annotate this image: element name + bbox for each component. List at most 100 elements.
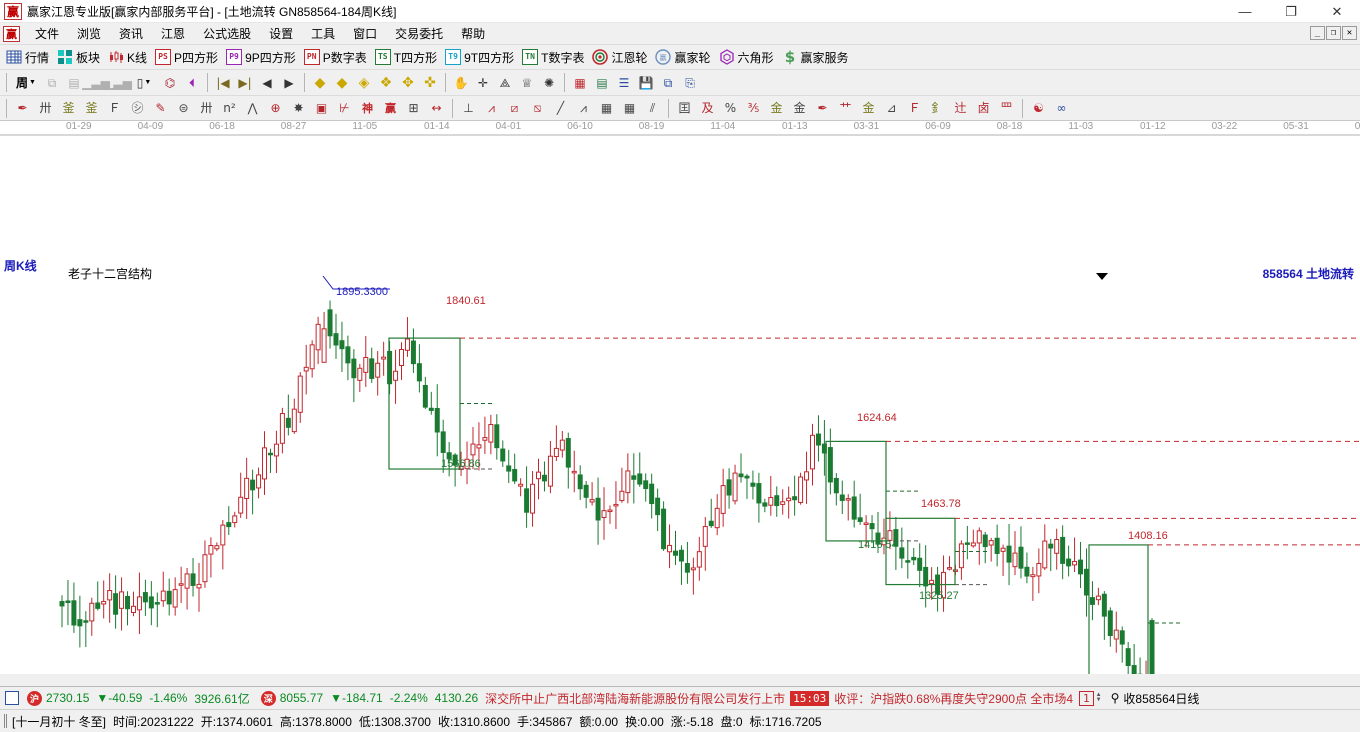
news-headline-1[interactable]: 深交所中止广西北部湾陆海新能源股份有限公司发行上市 xyxy=(485,691,786,706)
news-page-badge[interactable]: 1 xyxy=(1079,690,1094,706)
zoom-diamond-6-button[interactable]: ✜ xyxy=(419,72,441,94)
marker-pen-tool[interactable]: ✎ xyxy=(149,98,172,119)
percent-line-tool[interactable]: ⅗ xyxy=(742,98,765,119)
toolbar-button-ts-square[interactable]: TS T四方形 xyxy=(372,48,442,67)
parallel-lines-tool[interactable]: ⫽ xyxy=(641,98,664,119)
crosshair-button[interactable]: ✛ xyxy=(472,72,494,94)
toolbar-button-sector-blocks[interactable]: 板块 xyxy=(54,48,105,67)
toolbar-button-grid-quote[interactable]: 行情 xyxy=(3,48,54,67)
trendline-tool[interactable]: ╱ xyxy=(549,98,572,119)
cross-level-tool[interactable]: 艹 xyxy=(834,98,857,119)
menu-browse[interactable]: 浏览 xyxy=(77,27,102,41)
menu-file[interactable]: 文件 xyxy=(35,27,60,41)
first-page-button[interactable]: |◀ xyxy=(212,72,234,94)
grid-mesh-2-tool[interactable]: ▦ xyxy=(618,98,641,119)
toolbar-button-tn-number-table[interactable]: TN T数字表 xyxy=(519,48,589,67)
copy-button[interactable]: ⧉ xyxy=(657,72,679,94)
market-grid-icon[interactable] xyxy=(5,691,19,705)
arch-tool[interactable]: 卤 xyxy=(972,98,995,119)
close-icon[interactable]: ✕ xyxy=(1331,3,1343,19)
mdi-restore-icon[interactable]: ❐ xyxy=(1326,26,1341,40)
fibonacci-tool[interactable]: Ｆ xyxy=(103,98,126,119)
save-button[interactable]: 💾 xyxy=(635,72,657,94)
zoom-diamond-5-button[interactable]: ✥ xyxy=(397,72,419,94)
toolbar-button-kline[interactable]: K线 xyxy=(105,48,152,67)
menu-formula-stock-pick[interactable]: 公式选股 xyxy=(203,27,252,41)
news-headline-2[interactable]: 收评：沪指跌0.68%再度失守2900点 全市场4 xyxy=(834,691,1074,706)
tick-mark-tool[interactable]: ⊬ xyxy=(333,98,356,119)
hand-pan-button[interactable]: ✋ xyxy=(450,72,472,94)
pen-color-tool[interactable]: ✒ xyxy=(811,98,834,119)
shen-tool[interactable]: 神 xyxy=(356,98,379,119)
minimize-icon[interactable]: — xyxy=(1238,4,1252,19)
text-label-tool[interactable]: 囯 xyxy=(673,98,696,119)
brain-analysis-button[interactable]: ✺ xyxy=(538,72,560,94)
menu-window[interactable]: 窗口 xyxy=(353,27,378,41)
mdi-close-icon[interactable]: ✕ xyxy=(1342,26,1357,40)
list-view-button[interactable]: ☰ xyxy=(613,72,635,94)
last-page-button[interactable]: ▶| xyxy=(234,72,256,94)
export-button[interactable]: ⎘ xyxy=(679,72,701,94)
toolbar-button-hexagon[interactable]: 六角形 xyxy=(716,48,779,67)
gold-bar-tool[interactable]: 金 xyxy=(788,98,811,119)
measure-button[interactable]: ⟁ xyxy=(494,72,516,94)
chevron-down-icon[interactable]: ▼ xyxy=(144,79,152,86)
chevron-down-icon[interactable] xyxy=(1096,273,1108,280)
comb-tool[interactable]: ⊞ xyxy=(402,98,425,119)
ying-tool[interactable]: 赢 xyxy=(379,98,402,119)
target-cross-tool[interactable]: ⊕ xyxy=(264,98,287,119)
gold-ratio-2-tool[interactable]: 釜 xyxy=(80,98,103,119)
angle-tool[interactable]: ⋀ xyxy=(241,98,264,119)
shaded-box-tool[interactable]: ⧅ xyxy=(526,98,549,119)
maximize-icon[interactable]: ❐ xyxy=(1285,3,1297,19)
news-page-stepper[interactable]: ▲ ▼ xyxy=(1095,692,1102,703)
gold-ratio-tool[interactable]: 釜 xyxy=(57,98,80,119)
spiral-tool[interactable]: ㋛ xyxy=(126,98,149,119)
ladder-tool[interactable]: 辻 xyxy=(949,98,972,119)
toolbar-button-t9-square[interactable]: T9 9T四方形 xyxy=(442,48,519,67)
toolbar-button-ps-square[interactable]: PS P四方形 xyxy=(152,48,223,67)
gann-fan-tool[interactable]: 卅 xyxy=(34,98,57,119)
chart-area[interactable]: 01-29 04-09 06-18 08-27 11-05 01-14 04-01 06-10… xyxy=(0,121,1360,732)
candle-style-button[interactable]: ▯ ▼ xyxy=(129,72,159,94)
pen-draw-tool[interactable]: ✒ xyxy=(11,98,34,119)
menu-settings[interactable]: 设置 xyxy=(269,27,294,41)
span-arrow-tool[interactable]: ↔ xyxy=(425,98,448,119)
four-line-tool[interactable]: 罒 xyxy=(995,98,1018,119)
toolbar-button-winner-wheel[interactable]: 赢赢家轮 xyxy=(652,48,715,67)
chevron-down-icon[interactable]: ▼ xyxy=(29,79,36,86)
table-view-button[interactable]: ▤ xyxy=(591,72,613,94)
percent-retrace-tool[interactable]: 及 xyxy=(696,98,719,119)
circle-cycle-tool[interactable]: ⊜ xyxy=(172,98,195,119)
zigzag-tool[interactable]: ⩘ xyxy=(572,98,595,119)
star-node-tool[interactable]: ✸ xyxy=(287,98,310,119)
crown-marker-button[interactable]: ♕ xyxy=(516,72,538,94)
pitchfork-tool[interactable]: ⊥ xyxy=(457,98,480,119)
pattern-recognize-button[interactable]: ⌬ xyxy=(159,72,181,94)
zoom-diamond-1-button[interactable]: ◆ xyxy=(309,72,331,94)
zoom-diamond-3-button[interactable]: ◈ xyxy=(353,72,375,94)
fan-lines-tool[interactable]: ⩘ xyxy=(480,98,503,119)
menu-help[interactable]: 帮助 xyxy=(461,27,486,41)
f-line-tool[interactable]: Ｆ xyxy=(903,98,926,119)
gold-section-tool[interactable]: 金 xyxy=(857,98,880,119)
zoom-diamond-2-button[interactable]: ◆ xyxy=(331,72,353,94)
period-week-button[interactable]: 周 ▼ xyxy=(11,72,41,94)
color-flag-button[interactable]: ⏴ xyxy=(181,72,203,94)
page-left-button[interactable]: ◀ xyxy=(256,72,278,94)
calendar-button[interactable]: ▦ xyxy=(569,72,591,94)
channel-box-tool[interactable]: ⧄ xyxy=(503,98,526,119)
angle-line-tool[interactable]: ⊿ xyxy=(880,98,903,119)
resize-handle[interactable] xyxy=(4,714,7,728)
grid-lines-tool[interactable]: 卅 xyxy=(195,98,218,119)
mdi-minimize-icon[interactable]: _ xyxy=(1310,26,1325,40)
gold-line-tool[interactable]: 釒 xyxy=(926,98,949,119)
page-right-button[interactable]: ▶ xyxy=(278,72,300,94)
menu-trade-order[interactable]: 交易委托 xyxy=(395,27,444,41)
menu-tools[interactable]: 工具 xyxy=(311,27,336,41)
menu-news[interactable]: 资讯 xyxy=(119,27,144,41)
grid-mesh-tool[interactable]: ▦ xyxy=(595,98,618,119)
toolbar-button-pn-number-table[interactable]: PN P数字表 xyxy=(301,48,372,67)
toolbar-button-gann-wheel[interactable]: 江恩轮 xyxy=(589,48,652,67)
infinity-tool[interactable]: ∞ xyxy=(1050,98,1073,119)
